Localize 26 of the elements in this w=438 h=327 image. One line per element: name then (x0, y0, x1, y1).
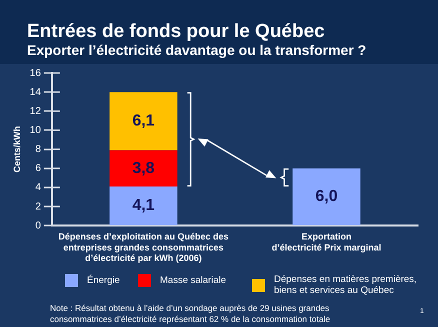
bar (292, 168, 360, 226)
legend-label: Masse salariale (160, 275, 226, 286)
y-tick-label: 4 (35, 182, 42, 194)
y-tick-label: 16 (30, 68, 42, 79)
data-label: 3,8 (132, 160, 155, 177)
legend-label: Énergie (87, 275, 120, 286)
y-tick-label: 14 (30, 86, 42, 98)
data-label: 6,0 (315, 188, 338, 206)
legend-label: Dépenses en matières premières, biens et services au Québec (274, 274, 418, 296)
y-tick-label: 6 (35, 163, 42, 174)
chart-subtitle: Exporter l’électricité davantage ou la transformer ? (27, 42, 366, 58)
y-tick-label: 12 (30, 106, 42, 117)
y-tick-label: 2 (35, 201, 42, 212)
data-label: 4,1 (132, 197, 155, 214)
bar (110, 150, 178, 186)
x-tick-label: Dépenses d’exploitation au Québec des entreprises grandes consommatrices d’électricité par kWh (2006) (58, 231, 228, 264)
data-label: 6,1 (132, 112, 155, 130)
x-tick-label: Exportation d’électricité Prix marginal (272, 231, 382, 252)
y-tick-label: 8 (35, 144, 42, 156)
bar (110, 92, 178, 150)
y-tick-label: 0 (35, 220, 42, 232)
y-tick-label: 10 (30, 124, 42, 136)
bar (110, 186, 178, 226)
y-axis-title: Cents/kWh (12, 126, 22, 173)
chart-title: Entrées de fonds pour le Québec (27, 21, 325, 43)
text: Note : Résultat obtenu à l’aide d’un sondage auprès de 29 usines grandes consommatrices d’électricité représentant 62 % de la consommation totale (50, 303, 332, 325)
